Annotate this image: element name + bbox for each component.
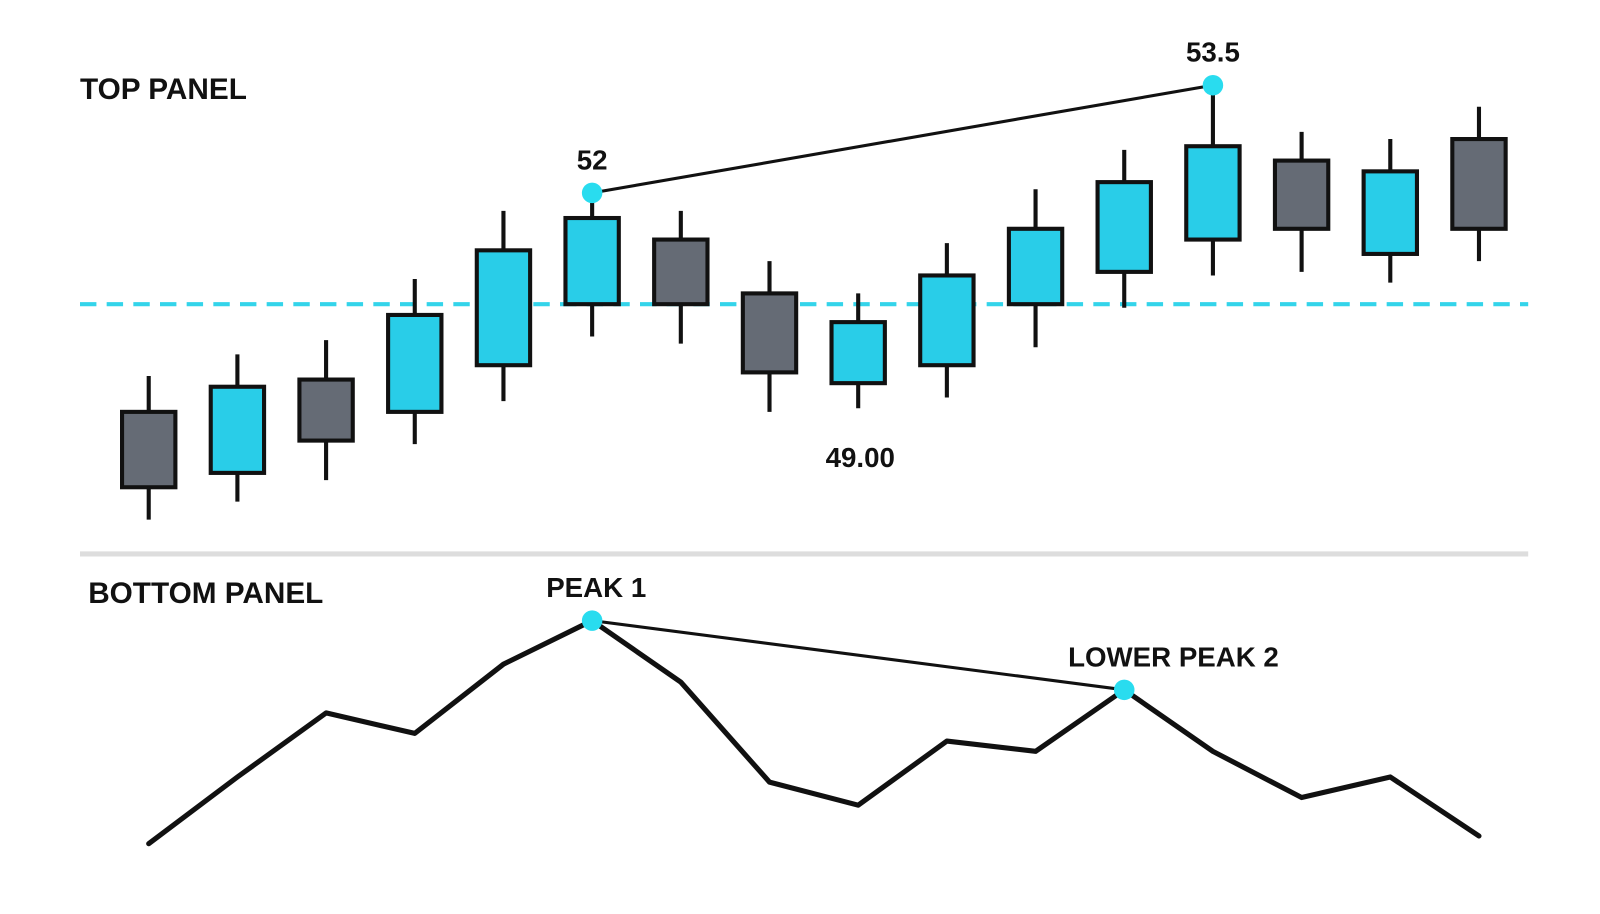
candle-body <box>740 291 799 375</box>
divergence-line <box>591 619 1125 692</box>
high-marker <box>581 182 603 204</box>
candle-body <box>297 377 355 443</box>
low-label: 49.00 <box>826 442 895 473</box>
peak-marker <box>1113 679 1135 701</box>
candle-body <box>1361 169 1420 256</box>
candle-body <box>1272 158 1331 231</box>
candle-body <box>829 320 887 386</box>
candle-body <box>652 237 710 307</box>
candle-body <box>119 409 178 490</box>
candle-body <box>474 248 533 368</box>
high-marker <box>1202 74 1224 96</box>
high-label: 53.5 <box>1186 37 1240 68</box>
peak-label: LOWER PEAK 2 <box>1068 641 1279 672</box>
indicator-line <box>146 618 1482 847</box>
candle-body <box>1450 137 1508 231</box>
candle-body <box>1006 226 1065 307</box>
candle-body <box>1095 180 1153 274</box>
high-label: 52 <box>577 144 608 175</box>
candle-body <box>208 384 267 475</box>
candle-body <box>1184 144 1242 242</box>
panel-title: TOP PANEL <box>80 73 247 106</box>
panel-title: BOTTOM PANEL <box>88 577 323 610</box>
divergence-line <box>591 83 1214 195</box>
candle-body <box>563 215 621 307</box>
candle-body <box>386 312 444 414</box>
candle-body <box>918 273 976 368</box>
peak-label: PEAK 1 <box>546 572 646 603</box>
peak-marker <box>581 610 603 631</box>
